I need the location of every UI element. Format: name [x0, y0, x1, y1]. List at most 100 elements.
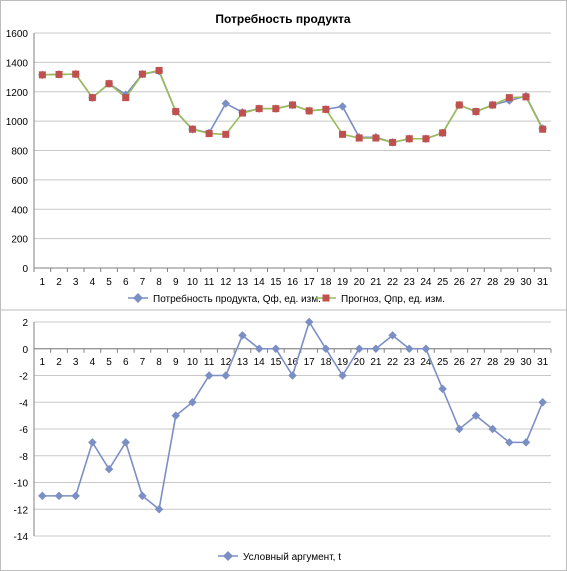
diamond-marker-icon [133, 293, 143, 303]
x-tick-label: 17 [304, 277, 316, 288]
legend-label: Условный аргумент, t [243, 552, 341, 563]
data-point [389, 138, 397, 146]
legend: Условный аргумент, t [218, 551, 341, 563]
data-point [105, 80, 113, 88]
square-marker-icon [322, 294, 330, 302]
x-tick-label: 9 [173, 357, 179, 368]
y-tick-labels: -14 -12 -10 -8 -6 -4 -2 0 2 [14, 318, 29, 543]
data-point [188, 125, 196, 133]
y-tick-label: 1400 [6, 58, 29, 69]
data-point [238, 331, 247, 340]
series-2 [38, 66, 547, 146]
data-point [505, 94, 513, 102]
data-point [171, 411, 181, 420]
x-tick-label: 15 [270, 357, 282, 368]
y-tick-label: 400 [11, 205, 28, 216]
data-point [221, 99, 231, 108]
data-point [472, 108, 480, 116]
x-tick-label: 27 [470, 277, 482, 288]
data-point [71, 491, 80, 501]
data-point [439, 129, 447, 137]
data-point [455, 424, 464, 434]
x-tick-label: 25 [437, 357, 449, 368]
data-point [421, 344, 431, 353]
x-tick-label: 7 [140, 277, 146, 288]
x-tick-label: 28 [487, 277, 499, 288]
x-tick-label: 29 [504, 277, 516, 288]
x-tick-label: 20 [354, 277, 366, 288]
x-tick-label: 28 [487, 357, 499, 368]
data-point [489, 101, 497, 109]
x-tick-label: 9 [173, 277, 179, 288]
data-point [488, 424, 497, 434]
y-tick-label: 1000 [6, 117, 29, 128]
data-point [155, 66, 163, 74]
x-tick-label: 1 [40, 357, 46, 368]
data-point [221, 371, 231, 380]
data-point [104, 464, 114, 474]
data-point [422, 135, 430, 143]
x-tick-label: 2 [56, 277, 62, 288]
x-tick-label: 13 [237, 277, 249, 288]
x-tick-label: 6 [123, 277, 129, 288]
data-point [521, 438, 531, 447]
x-tick-label: 26 [454, 277, 466, 288]
x-tick-labels: 1 2 3 4 5 6 7 8 9 10 11 12 13 14 15 16 17 18 19 20 21 22 23 24 2… [40, 277, 549, 288]
legend-item-forecast: Прогноз, Qпр, ед. изм. [316, 294, 445, 305]
y-tick-labels: 0 200 400 600 800 1000 1200 1400 1600 [6, 29, 29, 275]
data-point [339, 130, 347, 138]
data-point [154, 505, 164, 514]
x-tick-label: 11 [204, 357, 215, 368]
x-tick-label: 12 [220, 277, 232, 288]
y-tick-label: 600 [11, 176, 28, 187]
diamond-marker-icon [223, 551, 233, 561]
data-point [355, 134, 363, 142]
x-tick-label: 4 [90, 277, 96, 288]
x-tick-label: 4 [90, 357, 96, 368]
y-tick-label: 200 [11, 235, 28, 246]
x-tick-label: 6 [123, 357, 129, 368]
x-tick-label: 26 [454, 357, 466, 368]
x-tick-label: 18 [320, 357, 332, 368]
legend-item-actual-demand: Потребность продукта, Qф, ед. изм. [128, 293, 321, 305]
y-tick-label: -6 [19, 425, 28, 436]
x-tick-label: 31 [537, 357, 549, 368]
x-tick-label: 14 [254, 277, 266, 288]
data-point [204, 371, 214, 380]
data-point [405, 135, 413, 143]
y-tick-label: 2 [22, 318, 28, 329]
data-point [338, 371, 347, 380]
data-point [272, 105, 280, 113]
series-1 [38, 317, 547, 514]
data-point [322, 105, 330, 113]
legend-item-argument: Условный аргумент, t [218, 551, 341, 563]
y-tick-label: -2 [19, 372, 28, 383]
x-tick-label: 23 [404, 277, 416, 288]
legend-label: Потребность продукта, Qф, ед. изм. [153, 293, 321, 305]
data-point [88, 438, 97, 447]
series-group [38, 317, 547, 514]
x-tick-label: 12 [220, 357, 232, 368]
y-tick-label: 0 [22, 264, 28, 275]
x-tick-label: 19 [337, 357, 349, 368]
x-tick-label: 23 [404, 357, 416, 368]
x-tick-label: 16 [287, 277, 299, 288]
chart-title: Потребность продукта [215, 12, 351, 26]
data-point [72, 70, 80, 78]
data-point [505, 438, 514, 447]
data-point [288, 371, 297, 380]
x-tick-label: 19 [337, 277, 349, 288]
data-point [438, 384, 447, 394]
y-tick-label: 1200 [6, 88, 29, 99]
x-tick-label: 10 [187, 357, 199, 368]
y-tick-label: -14 [14, 532, 29, 543]
y-tick-label: -4 [19, 398, 28, 409]
argument-chart: -14-12-10-8-6-4-202 1 2 3 4 5 6 7 8 9 10 11 12 13 14 1… [14, 317, 552, 563]
y-tick-label: 0 [22, 345, 28, 356]
y-tick-label: 1600 [6, 29, 29, 40]
x-tick-label: 3 [73, 357, 79, 368]
x-tick-label: 14 [254, 357, 266, 368]
data-point [55, 70, 63, 78]
x-tick-label: 8 [156, 357, 162, 368]
